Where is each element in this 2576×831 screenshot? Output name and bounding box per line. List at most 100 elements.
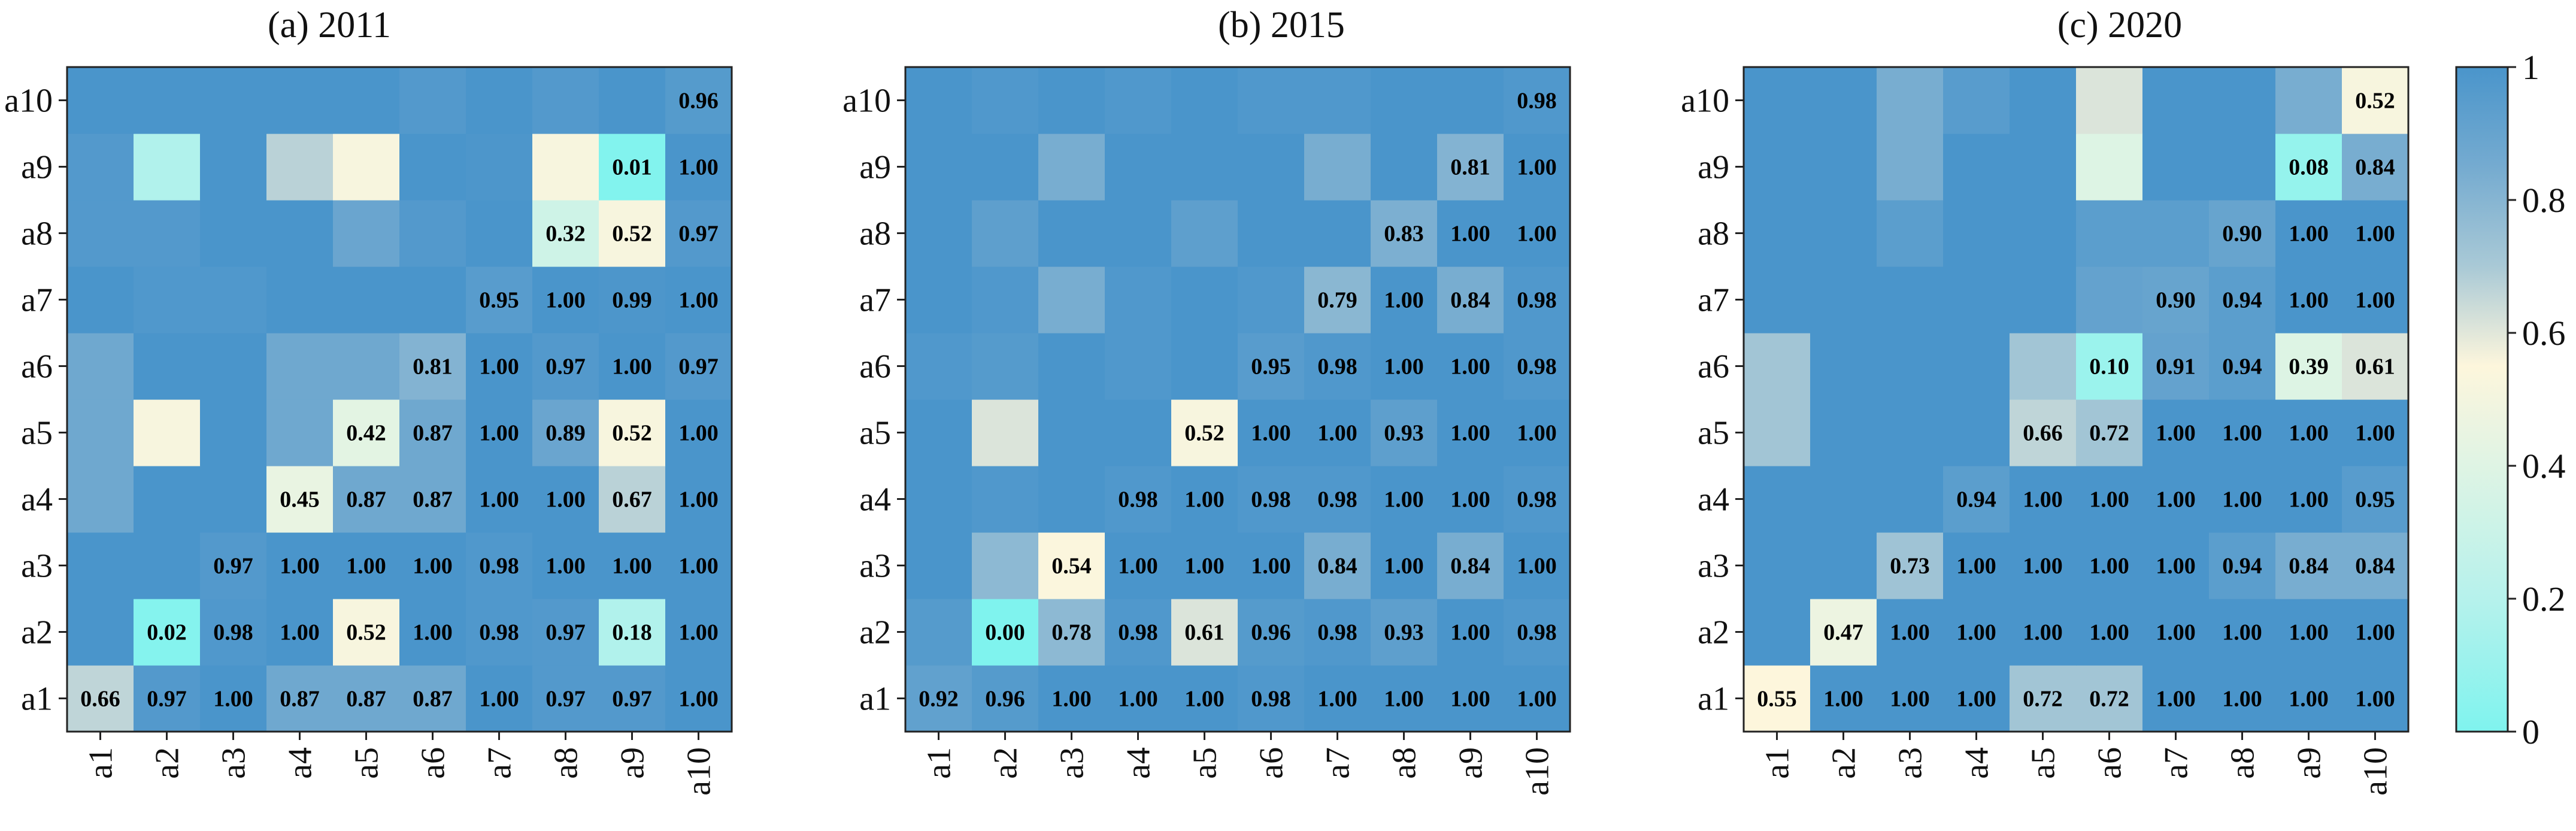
x-tick-label: a5 <box>1187 747 1224 779</box>
heatmap-cell-a7-a8 <box>1371 266 1438 333</box>
cell-value-label: 1.00 <box>2355 288 2395 313</box>
heatmap-cell-a3-a8 <box>1371 532 1438 599</box>
cell-value-label: 1.00 <box>413 554 453 579</box>
cell-value-label: 1.00 <box>280 554 320 579</box>
cell-value-label: 1.00 <box>2156 620 2196 645</box>
heatmap-cell-a2-a4 <box>266 599 334 666</box>
heatmap-cell-a8-a10 <box>665 200 732 267</box>
cell-value-label: 0.94 <box>2222 354 2262 380</box>
heatmap-cell-a2-a6 <box>2076 599 2143 666</box>
heatmap-cell-a7-a3 <box>200 266 267 333</box>
heatmap-cell-a5-a6 <box>2076 399 2143 466</box>
cell-value-label: 1.00 <box>479 421 519 446</box>
x-tick-label: a1 <box>921 747 958 779</box>
x-tick-label: a5 <box>348 747 386 779</box>
colorbar-tick-label: 1 <box>2522 48 2539 87</box>
heatmap-cell-a8-a8 <box>1371 200 1438 267</box>
y-tick-label: a8 <box>859 216 891 253</box>
heatmap-cell-a1-a4 <box>266 665 334 732</box>
heatmap-cell-a3-a9 <box>1437 532 1504 599</box>
heatmap-cell-a9-a9 <box>599 134 666 201</box>
heatmap-cell-a3-a10 <box>1504 532 1571 599</box>
heatmap-cell-a3-a7 <box>2142 532 2210 599</box>
heatmap-cell-a1-a9 <box>2275 665 2342 732</box>
heatmap-cell-a10-a10 <box>665 67 732 134</box>
cell-value-label: 1.00 <box>1450 487 1490 512</box>
cell-value-label: 1.00 <box>1517 421 1557 446</box>
heatmap-cell-a7-a1 <box>1744 266 1811 333</box>
heatmap-cell-a5-a1 <box>1744 399 1811 466</box>
cell-value-label: 1.00 <box>678 155 719 180</box>
cell-value-label: 1.00 <box>2355 687 2395 712</box>
cell-value-label: 0.87 <box>280 687 320 712</box>
heatmap-cell-a6-a1 <box>1744 333 1811 400</box>
cell-value-label: 1.00 <box>2355 620 2395 645</box>
x-tick-label: a4 <box>1120 747 1157 779</box>
panel-title: (c) 2020 <box>2057 5 2182 46</box>
heatmap-panel-2015: (b) 2015 0.92 0.96 1.00 1.00 1.00 0.98 1.00 1.0… <box>842 5 1571 796</box>
heatmap-cell-a8-a5 <box>2010 200 2077 267</box>
cell-value-label: 0.81 <box>1450 155 1490 180</box>
heatmap-cell-a4-a2 <box>972 466 1039 533</box>
heatmap-cell-a8-a10 <box>1504 200 1571 267</box>
heatmap-cell-a3-a8 <box>2209 532 2276 599</box>
cell-value-label: 0.84 <box>1450 288 1490 313</box>
heatmap-cells: 0.92 0.96 1.00 1.00 1.00 0.98 1.00 1.00 1.00 1.00… <box>905 67 1571 732</box>
heatmap-cell-a1-a5 <box>333 665 400 732</box>
heatmap-cell-a9-a2 <box>134 134 201 201</box>
cell-value-label: 1.00 <box>280 620 320 645</box>
heatmap-cell-a5-a9 <box>2275 399 2342 466</box>
cell-value-label: 1.00 <box>545 487 586 512</box>
cell-value-label: 1.00 <box>678 487 719 512</box>
heatmap-cell-a9-a5 <box>1171 134 1238 201</box>
cell-value-label: 1.00 <box>1384 354 1424 380</box>
axis-ticks: a1 a2 a3 a4 a5 a6 a7 a8 a9 a10 a1 a2 a3 a4 a5 a6 a7 a8 a9 a… <box>4 83 717 796</box>
cell-value-label: 0.87 <box>413 687 453 712</box>
heatmap-cell-a5-a7 <box>1304 399 1371 466</box>
heatmap-cell-a5-a10 <box>2342 399 2409 466</box>
heatmap-cell-a1-a2 <box>1810 665 1877 732</box>
heatmap-cell-a1-a9 <box>1437 665 1504 732</box>
heatmap-cell-a9-a1 <box>905 134 972 201</box>
heatmap-cell-a5-a9 <box>1437 399 1504 466</box>
cell-value-label: 0.01 <box>612 155 652 180</box>
cell-value-label: 0.98 <box>213 620 253 645</box>
cell-value-label: 1.00 <box>2289 620 2329 645</box>
heatmap-cell-a8-a9 <box>1437 200 1504 267</box>
cell-value-label: 0.98 <box>1118 620 1158 645</box>
heatmap-cell-a10-a7 <box>1304 67 1371 134</box>
heatmap-cell-a2-a7 <box>1304 599 1371 666</box>
heatmap-cell-a5-a10 <box>1504 399 1571 466</box>
heatmap-cell-a3-a4 <box>1105 532 1172 599</box>
cell-value-label: 1.00 <box>678 620 719 645</box>
heatmap-cell-a3-a7 <box>466 532 533 599</box>
cell-value-label: 0.99 <box>612 288 652 313</box>
heatmap-cell-a8-a1 <box>1744 200 1811 267</box>
x-tick-label: a8 <box>548 747 585 779</box>
heatmap-cell-a5-a1 <box>67 399 134 466</box>
heatmap-cell-a3-a1 <box>67 532 134 599</box>
y-tick-label: a2 <box>21 614 53 651</box>
heatmap-cell-a3-a10 <box>665 532 732 599</box>
x-tick-label: a3 <box>1892 747 1929 779</box>
heatmap-cell-a1-a6 <box>2076 665 2143 732</box>
heatmap-cell-a6-a9 <box>599 333 666 400</box>
heatmap-cell-a4-a7 <box>1304 466 1371 533</box>
heatmap-cell-a6-a1 <box>67 333 134 400</box>
cell-value-label: 0.94 <box>2222 288 2262 313</box>
heatmap-cell-a2-a6 <box>1238 599 1305 666</box>
cell-value-label: 1.00 <box>612 354 652 380</box>
heatmap-cell-a9-a4 <box>266 134 334 201</box>
heatmap-cell-a8-a9 <box>2275 200 2342 267</box>
heatmap-cell-a9-a7 <box>2142 134 2210 201</box>
x-tick-label: a8 <box>2225 747 2262 779</box>
heatmap-cell-a6-a7 <box>1304 333 1371 400</box>
cell-value-label: 1.00 <box>2289 222 2329 247</box>
heatmap-cell-a2-a3 <box>1877 599 1944 666</box>
plot-frame <box>1742 66 2410 733</box>
cell-value-label: 0.97 <box>545 620 586 645</box>
heatmap-cell-a9-a5 <box>2010 134 2077 201</box>
cell-value-label: 1.00 <box>1450 354 1490 380</box>
heatmap-cell-a7-a9 <box>599 266 666 333</box>
heatmap-cell-a9-a10 <box>665 134 732 201</box>
